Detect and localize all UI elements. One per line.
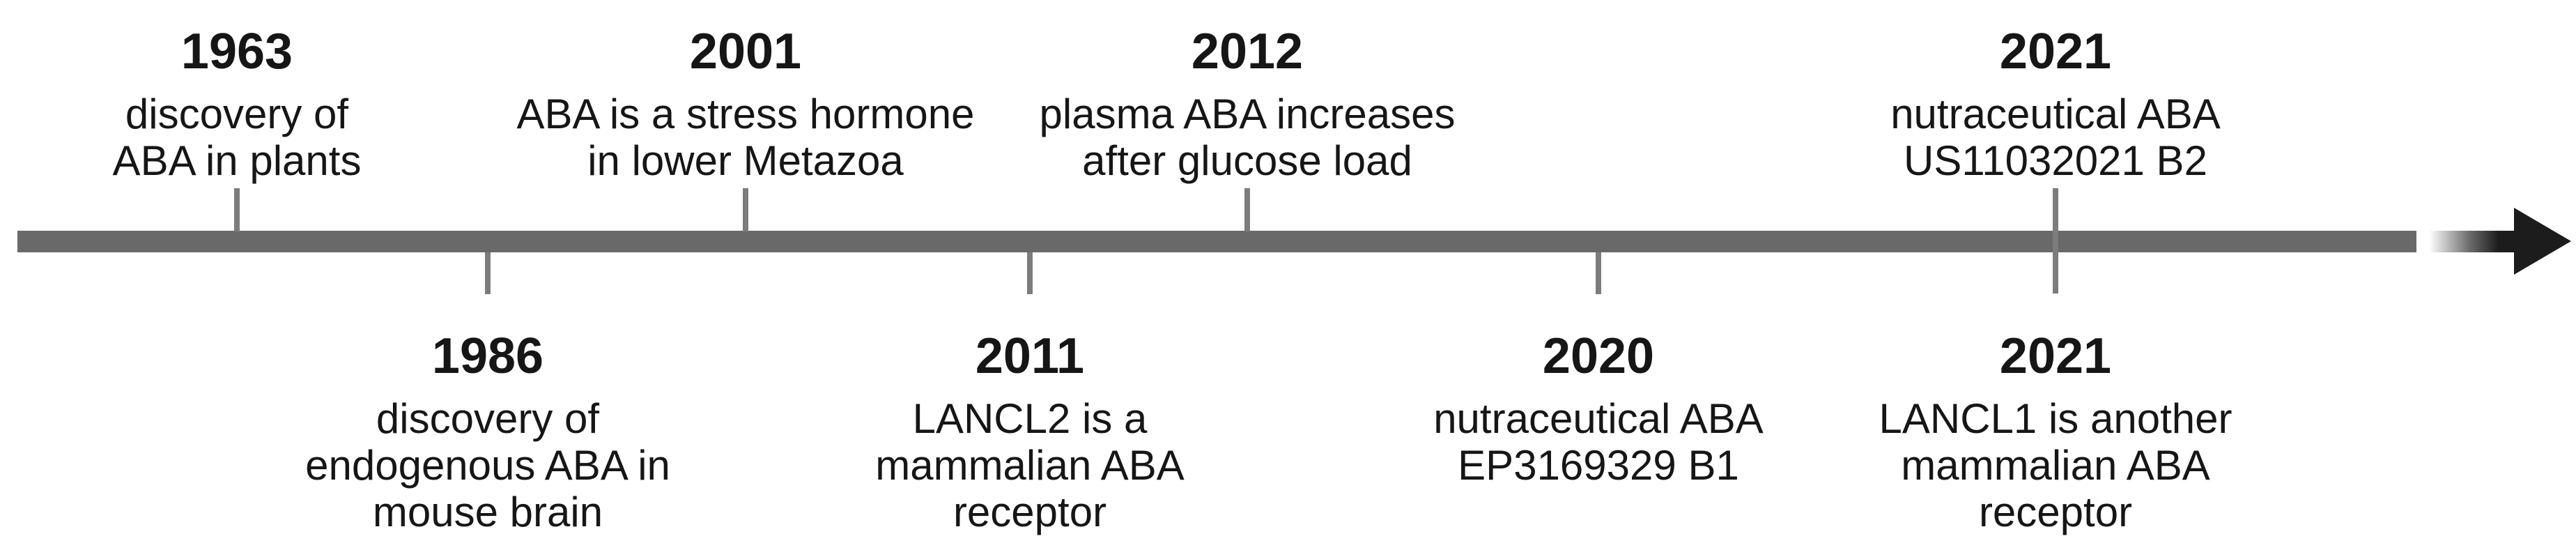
timeline-event: 1963 discovery of ABA in plants: [0, 23, 509, 184]
event-description-line: EP3169329 B1: [1458, 441, 1739, 489]
timeline-tick: [2053, 188, 2058, 293]
event-description-line: nutraceutical ABA: [1433, 395, 1764, 442]
event-description-line: LANCL2 is a: [912, 395, 1148, 442]
event-description-line: discovery of: [376, 395, 600, 442]
event-year: 2020: [1542, 328, 1655, 384]
timeline-event: 2021 nutraceutical ABA US11032021 B2: [1784, 23, 2327, 184]
event-year: 2021: [1999, 328, 2112, 384]
timeline-tick: [1596, 252, 1601, 294]
timeline-arrow-head: [2514, 208, 2571, 275]
event-year: 2012: [1191, 23, 1304, 79]
event-description-line: receptor: [1978, 489, 2133, 536]
timeline-tick: [743, 188, 748, 231]
event-description: LANCL1 is another mammalian ABA receptor: [1784, 395, 2327, 536]
timeline-event: 2011 LANCL2 is a mammalian ABA receptor: [758, 328, 1302, 535]
event-description-line: nutraceutical ABA: [1890, 90, 2221, 137]
event-description-line: mammalian ABA: [1901, 441, 2210, 489]
event-description-line: LANCL1 is another: [1879, 395, 2232, 442]
event-description-line: endogenous ABA in: [305, 441, 670, 489]
timeline-event: 1986 discovery of endogenous ABA in mouse b…: [216, 328, 759, 535]
timeline-event: 2001 ABA is a stress hormone in lower Meta…: [474, 23, 1017, 184]
event-description-line: discovery of: [125, 90, 349, 137]
event-description: discovery of endogenous ABA in mouse brain: [216, 395, 759, 536]
event-description-line: after glucose load: [1082, 137, 1412, 184]
event-description-line: ABA is a stress hormone: [516, 90, 975, 137]
event-description: nutraceutical ABA EP3169329 B1: [1327, 395, 1870, 489]
event-description-line: ABA in plants: [112, 137, 362, 184]
event-year: 1963: [180, 23, 293, 79]
event-year: 2021: [1999, 23, 2112, 79]
event-year: 2011: [975, 328, 1085, 384]
event-description-line: mammalian ABA: [875, 441, 1185, 489]
event-description: LANCL2 is a mammalian ABA receptor: [758, 395, 1302, 536]
timeline-tick: [1027, 252, 1033, 294]
event-description: plasma ABA increases after glucose load: [975, 91, 1519, 184]
event-year: 1986: [431, 328, 544, 384]
event-year: 2001: [689, 23, 802, 79]
timeline-tick: [1244, 188, 1250, 231]
event-description-line: receptor: [952, 489, 1107, 536]
timeline-event: 2021 LANCL1 is another mammalian ABA recept…: [1784, 328, 2327, 535]
timeline-event: 2012 plasma ABA increases after glucose lo…: [975, 23, 1519, 184]
event-description-line: in lower Metazoa: [587, 137, 904, 184]
event-description: discovery of ABA in plants: [0, 91, 509, 184]
timeline-tick: [485, 252, 491, 294]
timeline-event: 2020 nutraceutical ABA EP3169329 B1: [1327, 328, 1870, 489]
event-description-line: US11032021 B2: [1904, 137, 2207, 184]
event-description: ABA is a stress hormone in lower Metazoa: [474, 91, 1017, 184]
event-description-line: mouse brain: [372, 489, 603, 536]
timeline-bar: [17, 231, 2416, 252]
event-description-line: plasma ABA increases: [1039, 90, 1456, 137]
event-description: nutraceutical ABA US11032021 B2: [1784, 91, 2327, 184]
timeline-arrow-body: [2429, 231, 2518, 252]
timeline-tick: [234, 188, 240, 231]
